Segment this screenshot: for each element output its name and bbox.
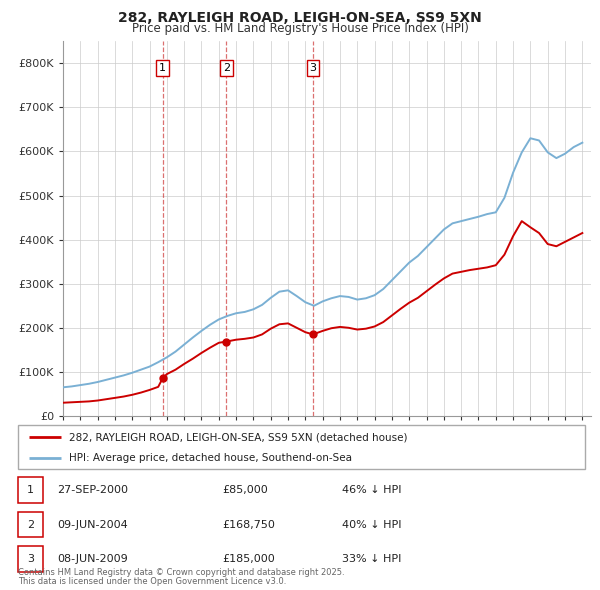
Text: 1: 1 — [159, 63, 166, 73]
Text: 1: 1 — [27, 486, 34, 495]
Text: 33% ↓ HPI: 33% ↓ HPI — [342, 554, 401, 563]
Text: £168,750: £168,750 — [222, 520, 275, 529]
Text: £185,000: £185,000 — [222, 554, 275, 563]
Text: This data is licensed under the Open Government Licence v3.0.: This data is licensed under the Open Gov… — [18, 577, 286, 586]
Text: 27-SEP-2000: 27-SEP-2000 — [57, 486, 128, 495]
Text: 08-JUN-2009: 08-JUN-2009 — [57, 554, 128, 563]
FancyBboxPatch shape — [18, 425, 585, 469]
Text: 282, RAYLEIGH ROAD, LEIGH-ON-SEA, SS9 5XN: 282, RAYLEIGH ROAD, LEIGH-ON-SEA, SS9 5X… — [118, 11, 482, 25]
Text: £85,000: £85,000 — [222, 486, 268, 495]
Text: 3: 3 — [27, 554, 34, 563]
Text: Contains HM Land Registry data © Crown copyright and database right 2025.: Contains HM Land Registry data © Crown c… — [18, 568, 344, 576]
Text: Price paid vs. HM Land Registry's House Price Index (HPI): Price paid vs. HM Land Registry's House … — [131, 22, 469, 35]
Text: 40% ↓ HPI: 40% ↓ HPI — [342, 520, 401, 529]
Text: HPI: Average price, detached house, Southend-on-Sea: HPI: Average price, detached house, Sout… — [69, 453, 352, 463]
Text: 46% ↓ HPI: 46% ↓ HPI — [342, 486, 401, 495]
Text: 2: 2 — [27, 520, 34, 529]
Text: 282, RAYLEIGH ROAD, LEIGH-ON-SEA, SS9 5XN (detached house): 282, RAYLEIGH ROAD, LEIGH-ON-SEA, SS9 5X… — [69, 432, 407, 442]
Text: 3: 3 — [310, 63, 316, 73]
Text: 2: 2 — [223, 63, 230, 73]
Text: 09-JUN-2004: 09-JUN-2004 — [57, 520, 128, 529]
